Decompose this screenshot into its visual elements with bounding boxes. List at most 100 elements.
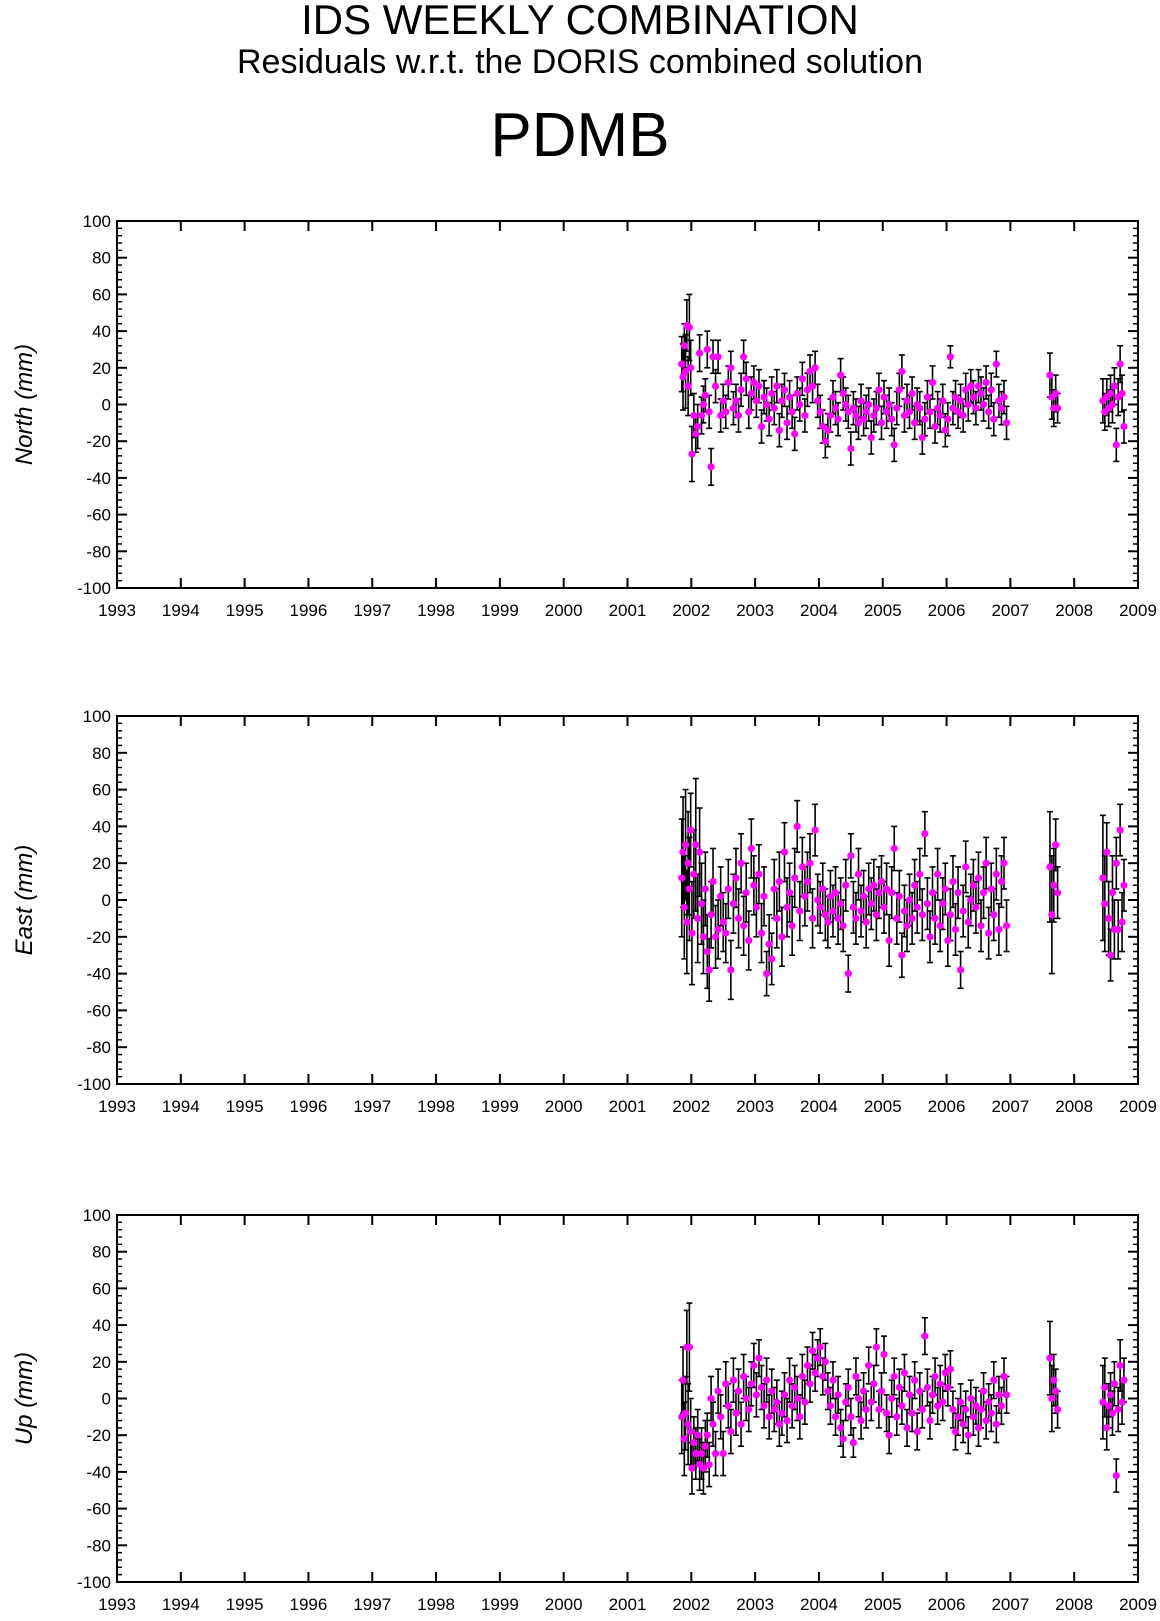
data-point (717, 1413, 725, 1421)
station-name: PDMB (490, 101, 670, 170)
data-point (737, 386, 745, 394)
data-point (893, 1413, 901, 1421)
data-point (890, 844, 898, 853)
data-point (939, 900, 947, 908)
data-point (803, 878, 812, 886)
data-point (770, 885, 778, 893)
data-point (752, 903, 761, 911)
data-point (844, 970, 852, 978)
data-point (763, 970, 771, 978)
data-point (1053, 1405, 1062, 1414)
data-point (1105, 914, 1113, 923)
x-tick-label: 2000 (545, 1097, 583, 1116)
data-point (798, 375, 806, 383)
data-point (979, 1387, 988, 1395)
x-tick-label: 2002 (672, 1097, 710, 1116)
data-point (898, 367, 906, 376)
data-point (1052, 1387, 1060, 1395)
data-point (877, 1387, 886, 1395)
data-point (760, 892, 768, 900)
y-tick-label: -60 (86, 1500, 111, 1519)
data-point (923, 393, 932, 401)
x-tick-label: 2001 (609, 1097, 647, 1116)
y-tick-label: 80 (92, 1243, 111, 1262)
data-point (852, 1372, 860, 1381)
data-point (760, 393, 768, 401)
data-point (1103, 1424, 1111, 1432)
data-point (705, 966, 713, 974)
data-point (1101, 900, 1109, 908)
data-point (870, 411, 878, 420)
data-point (1053, 404, 1062, 412)
x-tick-label: 2005 (864, 601, 902, 620)
data-point (727, 1427, 735, 1436)
data-point (829, 393, 837, 401)
x-tick-label: 1996 (290, 1097, 328, 1116)
data-point (974, 1424, 983, 1432)
x-tick-label: 1999 (481, 1097, 519, 1116)
data-point (816, 1343, 824, 1351)
data-point (740, 1372, 748, 1381)
data-point (936, 411, 944, 420)
data-point (962, 863, 970, 871)
data-point (877, 878, 886, 886)
data-point (997, 878, 1006, 886)
data-point (714, 925, 722, 934)
data-point (679, 373, 687, 381)
data-point (936, 922, 944, 930)
data-point (775, 878, 783, 886)
data-point (847, 852, 855, 860)
data-point (724, 1402, 732, 1410)
data-point (757, 1383, 766, 1392)
data-point (834, 914, 842, 923)
data-point (867, 1398, 875, 1406)
data-point (719, 918, 727, 926)
data-point (969, 881, 977, 889)
data-point (791, 430, 799, 438)
data-point (826, 411, 835, 420)
data-point (705, 1460, 713, 1469)
data-point (745, 1405, 753, 1414)
x-tick-label: 2002 (672, 601, 710, 620)
x-tick-label: 2004 (800, 1097, 838, 1116)
data-point (934, 404, 942, 412)
x-tick-label: 2006 (928, 1097, 966, 1116)
data-point (959, 907, 967, 915)
x-tick-label: 2007 (991, 1097, 1029, 1116)
data-point (742, 1394, 750, 1403)
data-point (962, 386, 970, 394)
data-point (732, 874, 740, 882)
data-point (697, 411, 706, 420)
data-point (967, 896, 975, 904)
y-tick-label: -100 (77, 579, 111, 598)
data-point (688, 450, 696, 458)
data-point (905, 896, 914, 904)
data-point (916, 404, 924, 412)
data-point (895, 386, 903, 394)
data-point (895, 1383, 903, 1392)
data-point (819, 885, 827, 893)
data-point (831, 1413, 840, 1421)
data-point (709, 1420, 717, 1428)
data-point (1000, 859, 1008, 867)
data-point (685, 323, 693, 332)
data-point (969, 1413, 977, 1421)
data-point (737, 859, 745, 867)
data-point (959, 1420, 967, 1428)
data-point (711, 382, 720, 390)
data-point (755, 870, 763, 878)
data-point (903, 397, 911, 405)
data-point (839, 922, 847, 930)
data-point (928, 889, 937, 897)
data-point (1120, 881, 1128, 889)
x-tick-label: 2009 (1119, 601, 1157, 620)
data-point (849, 903, 857, 911)
data-point (801, 411, 809, 420)
x-tick-label: 2005 (864, 1097, 902, 1116)
data-point (701, 885, 709, 893)
data-point (957, 966, 965, 974)
data-point (875, 889, 883, 897)
data-point (1046, 1354, 1054, 1362)
data-point (860, 892, 868, 900)
data-point (765, 940, 773, 948)
